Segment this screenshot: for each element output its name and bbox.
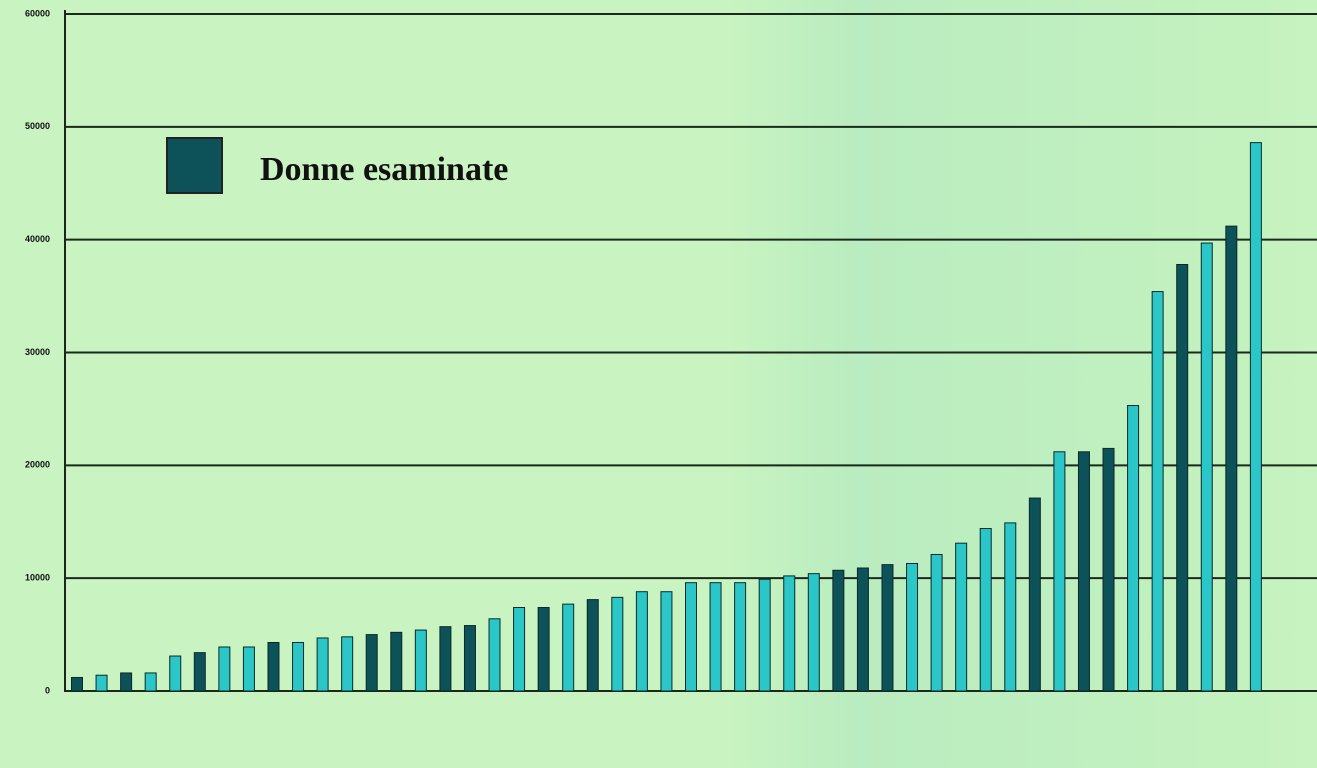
bar (218, 646, 231, 692)
bar (537, 607, 550, 692)
bar (906, 562, 919, 692)
legend: Donne esaminate (166, 137, 508, 194)
bar (856, 567, 869, 692)
bar (807, 573, 820, 692)
bar (120, 672, 133, 692)
bar (242, 646, 255, 692)
bar (390, 631, 403, 692)
bar (955, 542, 968, 692)
legend-label: Donne esaminate (260, 151, 508, 188)
bar (881, 564, 894, 692)
bar (709, 582, 722, 692)
bar (414, 629, 427, 692)
y-tick-label: 20000 (25, 460, 50, 470)
bar (267, 641, 280, 692)
bar (463, 625, 476, 692)
y-tick-label: 0 (45, 685, 50, 695)
bar (685, 582, 697, 692)
bar (1249, 142, 1262, 692)
bar (292, 641, 305, 692)
bar (832, 569, 845, 692)
bar (316, 637, 329, 692)
bar (1053, 451, 1066, 692)
bar (365, 634, 378, 692)
bar (1127, 405, 1140, 692)
y-tick-label: 30000 (25, 347, 50, 357)
bar (513, 607, 526, 692)
bar (660, 591, 673, 692)
bar (1004, 522, 1017, 692)
bar (586, 599, 599, 692)
bar (488, 618, 501, 692)
bar (930, 553, 943, 692)
bar (169, 655, 182, 692)
bar (1151, 291, 1164, 692)
bar (562, 603, 575, 692)
bar (341, 636, 354, 692)
bar (1028, 497, 1041, 692)
y-tick-label: 50000 (25, 121, 50, 131)
bar (144, 672, 157, 692)
bar (71, 676, 83, 692)
bar (635, 591, 648, 692)
bar (1200, 242, 1213, 692)
bar (439, 626, 452, 692)
bar (611, 596, 624, 692)
y-tick-label: 40000 (25, 234, 50, 244)
bar (734, 582, 747, 692)
legend-swatch (166, 137, 223, 194)
bar (1176, 263, 1189, 692)
y-tick-label: 10000 (25, 573, 50, 583)
bar (758, 578, 771, 692)
bar (1102, 447, 1115, 692)
y-tick-label: 60000 (25, 8, 50, 18)
bar (95, 674, 108, 692)
bar (1225, 225, 1238, 692)
bar (1077, 451, 1090, 692)
bar (193, 652, 206, 692)
bar (783, 575, 796, 692)
bar (979, 528, 992, 692)
